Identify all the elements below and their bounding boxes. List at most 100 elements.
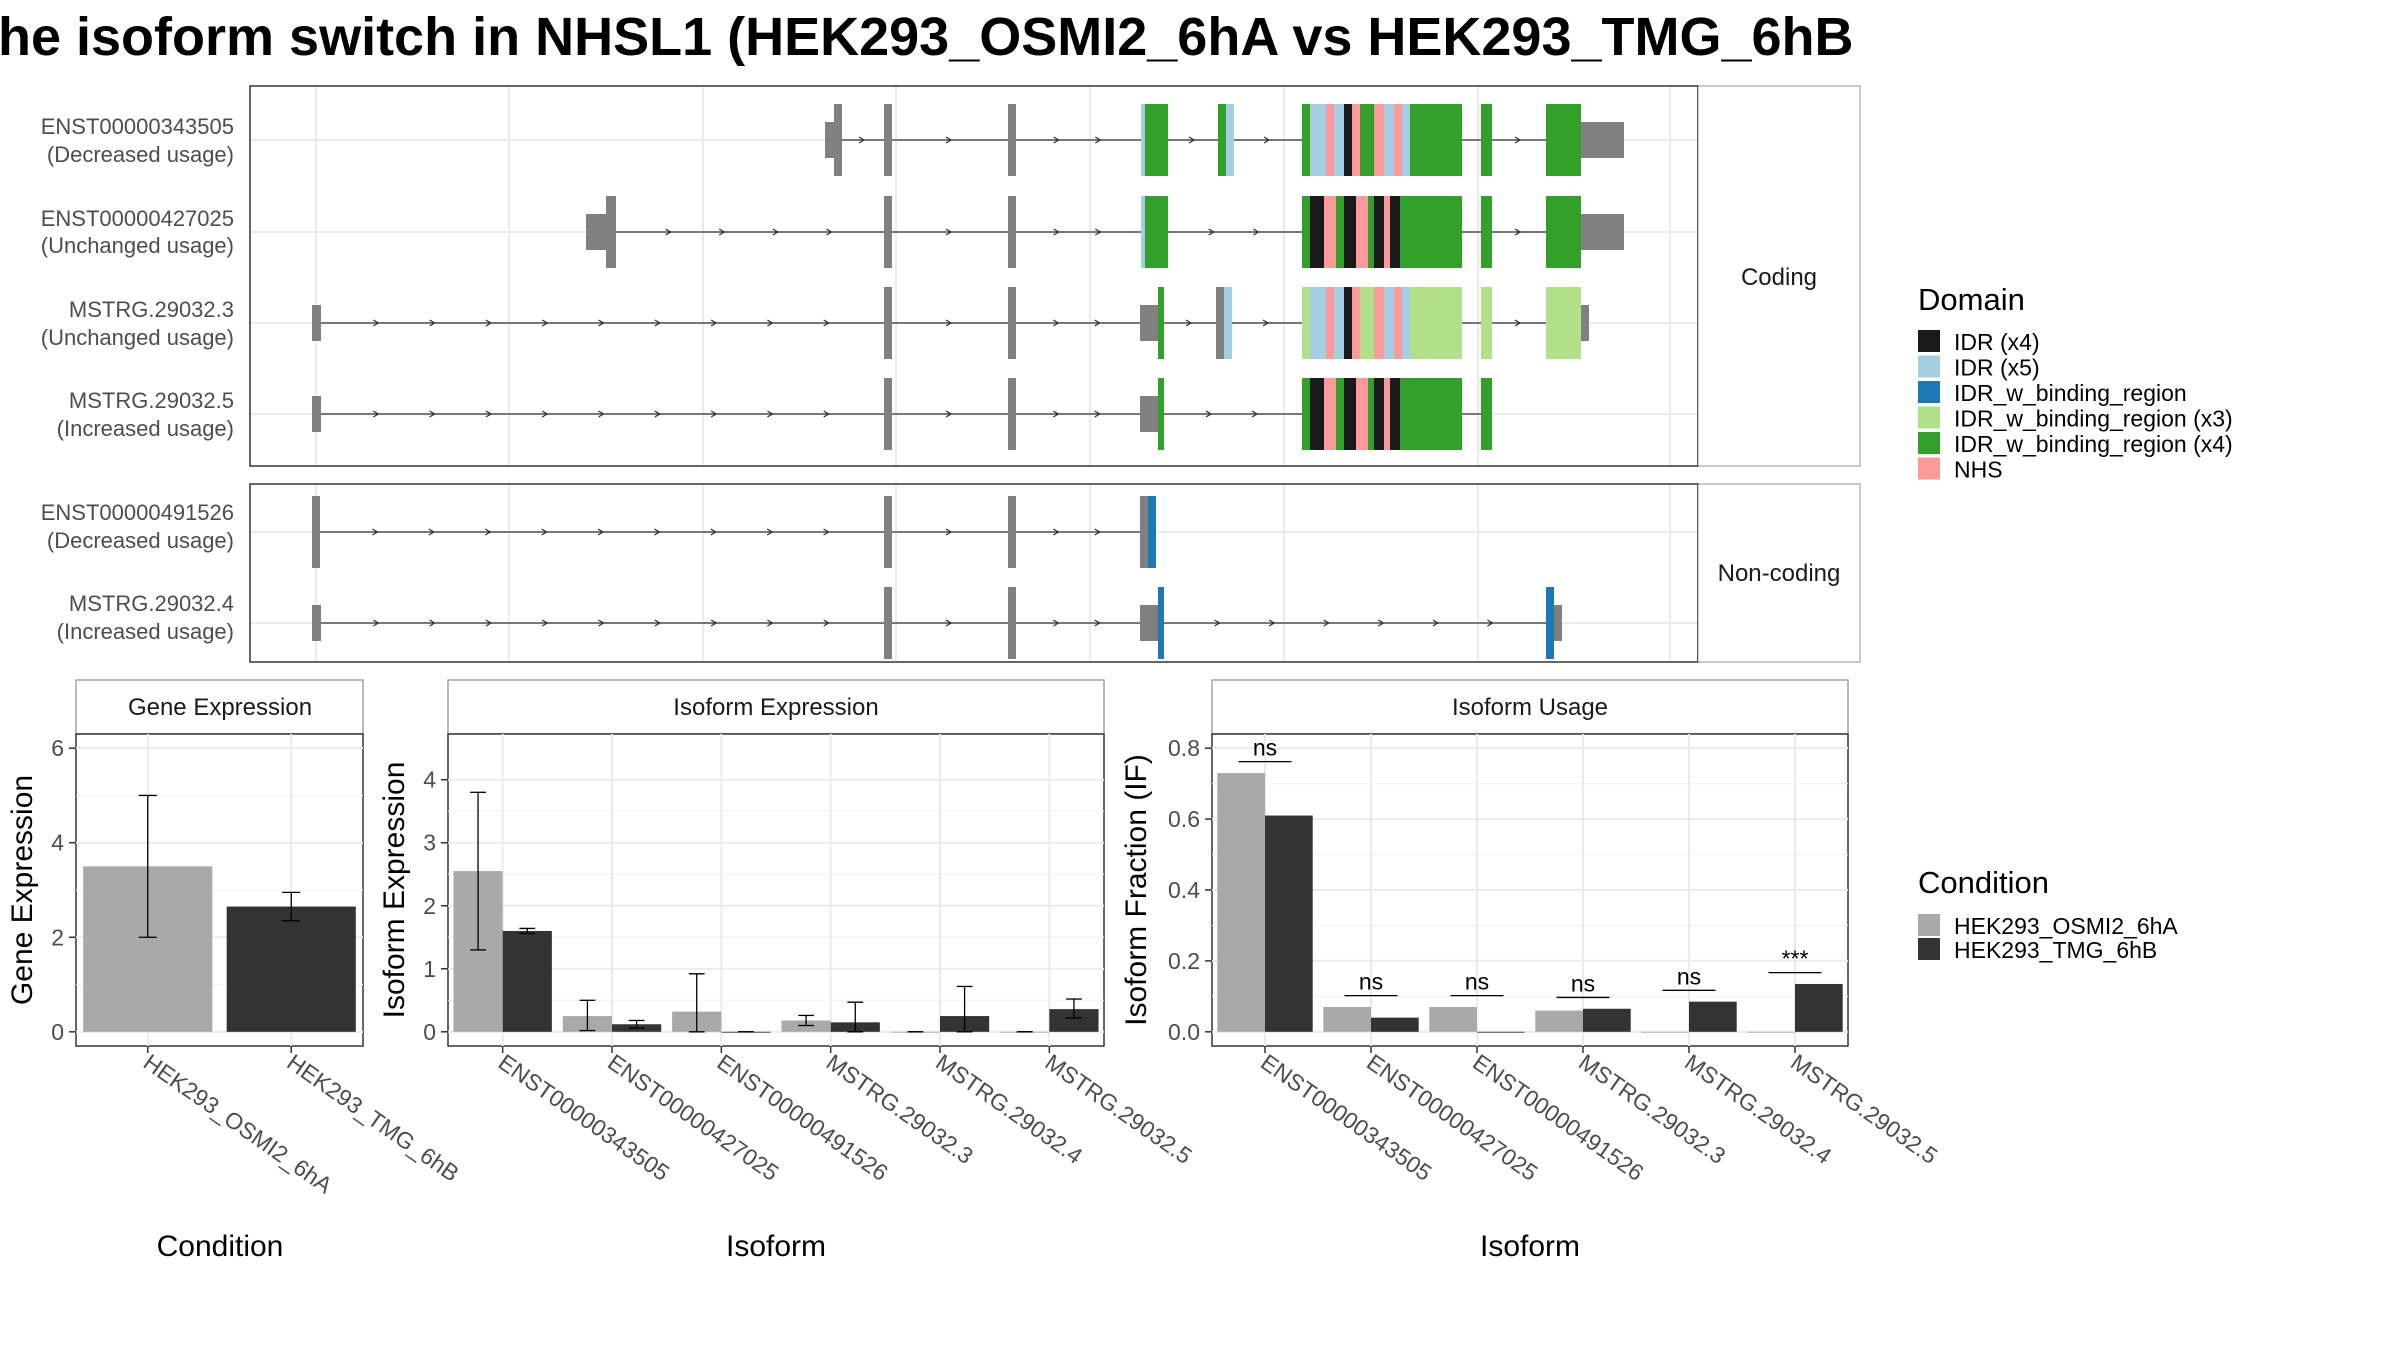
intron-arrow — [766, 528, 774, 536]
exon — [312, 605, 321, 641]
legend-swatch — [1918, 457, 1940, 480]
bar — [502, 930, 552, 1032]
facet-label-coding: Coding — [1741, 264, 1817, 291]
exon — [1581, 214, 1624, 250]
exon — [1158, 287, 1164, 359]
legend-label-b: HEK293_TMG_6hB — [1954, 937, 2157, 963]
y-tick-label: 0 — [51, 1019, 64, 1045]
exon — [884, 287, 892, 359]
intron-arrow — [823, 528, 830, 536]
intron-arrow — [428, 528, 436, 536]
exon — [1141, 196, 1145, 268]
exon — [1148, 496, 1156, 568]
transcript-usage: (Increased usage) — [57, 619, 234, 644]
exon — [1326, 287, 1334, 359]
legend-swatch — [1918, 432, 1940, 454]
intron-arrow — [1053, 228, 1060, 236]
exon — [1402, 287, 1410, 359]
exon — [1326, 104, 1334, 176]
intron-arrow — [945, 319, 953, 327]
intron-arrow — [1208, 228, 1215, 236]
exon — [1368, 378, 1374, 450]
intron-arrow — [1263, 136, 1271, 144]
exon — [1360, 287, 1374, 359]
panel-background — [250, 86, 1698, 466]
intron-arrow — [767, 319, 774, 327]
exon — [1324, 378, 1336, 450]
exon — [884, 104, 892, 176]
intron-arrow — [372, 410, 380, 418]
transcript-id: MSTRG.29032.3 — [69, 297, 234, 322]
intron-arrow — [1205, 410, 1213, 418]
y-tick-label: 2 — [51, 924, 64, 950]
bar — [1583, 1008, 1631, 1032]
panel-title: Isoform Usage — [1452, 694, 1608, 721]
exon — [1374, 196, 1384, 268]
exon — [1302, 287, 1310, 359]
transcript-label-2: ENST00000427025 (Unchanged usage) — [41, 206, 234, 258]
bar — [1265, 815, 1313, 1032]
exon — [1546, 587, 1554, 659]
intron-arrow — [1432, 619, 1440, 627]
x-axis-title: Isoform — [726, 1230, 826, 1263]
intron-arrow — [767, 619, 774, 627]
strip-background — [447, 679, 1105, 735]
exon — [1581, 305, 1589, 341]
page-title: he isoform switch in NHSL1 (HEK293_OSMI2… — [0, 7, 1854, 67]
intron-arrow — [772, 228, 780, 236]
bar — [1323, 1007, 1371, 1032]
exon — [1140, 305, 1160, 341]
y-axis-title: Gene Expression — [6, 775, 39, 1005]
intron-arrow — [597, 528, 605, 536]
exon — [1356, 196, 1368, 268]
bar — [1795, 983, 1843, 1032]
transcript-usage: (Decreased usage) — [47, 142, 234, 167]
intron-arrow — [429, 319, 436, 327]
intron-arrow — [823, 410, 830, 418]
y-tick-label: 0.4 — [1168, 877, 1200, 903]
intron-arrow — [429, 410, 436, 418]
exon — [586, 214, 606, 250]
transcript-usage: (Increased usage) — [57, 416, 234, 441]
legend-swatch — [1918, 330, 1940, 352]
exon — [1324, 196, 1336, 268]
intron-arrow — [826, 228, 833, 236]
transcript-tracks — [312, 104, 1624, 450]
intron-arrow — [945, 228, 953, 236]
exon — [1224, 287, 1232, 359]
exon — [1402, 104, 1410, 176]
bar — [1049, 1009, 1099, 1032]
intron-arrow — [1377, 619, 1385, 627]
exon — [1384, 196, 1390, 268]
legend-swatch-a — [1918, 914, 1940, 936]
legend-label: IDR_w_binding_region (x4) — [1954, 431, 2233, 457]
intron-arrow — [767, 410, 774, 418]
exon — [1216, 287, 1224, 359]
intron-arrow — [1188, 136, 1196, 144]
exon — [606, 196, 616, 268]
y-tick-label: 6 — [51, 735, 64, 761]
intron-arrow — [1094, 136, 1102, 144]
exon — [1481, 287, 1492, 359]
intron-arrow — [1052, 619, 1060, 627]
intron-arrow — [1514, 136, 1522, 144]
facet-strip — [1697, 483, 1861, 663]
intron-arrow — [541, 528, 548, 536]
exon — [1400, 378, 1408, 450]
intron-arrow — [710, 410, 718, 418]
exon — [312, 496, 320, 568]
intron-arrow — [945, 136, 953, 144]
intron-arrow — [665, 228, 672, 236]
intron-arrow — [823, 619, 830, 627]
plot-background — [447, 733, 1105, 1047]
panel-title: Isoform Expression — [673, 694, 878, 721]
intron-arrow — [1094, 528, 1101, 536]
bar — [1217, 773, 1265, 1032]
significance-label: *** — [1782, 946, 1809, 972]
significance-label: ns — [1465, 969, 1489, 995]
exon — [1394, 104, 1402, 176]
exon — [1374, 104, 1384, 176]
intron-arrow — [945, 619, 953, 627]
x-tick-label: ENST00000427025 — [1362, 1049, 1542, 1186]
legend-label: IDR_w_binding_region (x3) — [1954, 406, 2233, 432]
